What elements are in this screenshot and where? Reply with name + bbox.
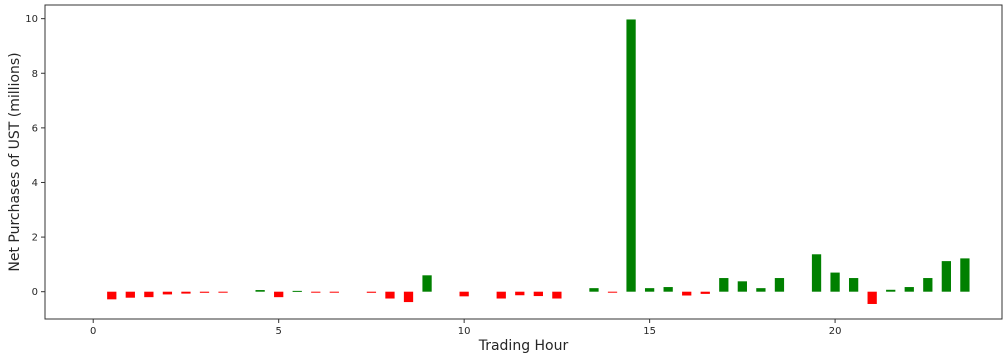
- bar-hour-7.5: [366, 291, 377, 293]
- bar-hour-19.5: [811, 254, 822, 292]
- bar-hour-22.5: [923, 278, 933, 292]
- y-tick-label: 4: [32, 178, 38, 189]
- bar-hour-6.5: [329, 291, 339, 293]
- bar-hour-16: [682, 291, 692, 296]
- bar-hour-15.5: [663, 287, 673, 292]
- bar-hour-6: [311, 291, 321, 293]
- bar-hour-13.5: [589, 288, 599, 292]
- bar-hour-16.5: [700, 291, 710, 294]
- bar-hour-20: [830, 272, 840, 292]
- bar-hour-5: [274, 291, 284, 298]
- bar-hour-23.5: [960, 258, 970, 292]
- bar-hour-14: [607, 291, 618, 293]
- bar-hour-4.5: [255, 290, 265, 292]
- bar-hour-1: [125, 291, 135, 298]
- bar-hour-12: [533, 291, 543, 297]
- bar-hour-14.5: [626, 19, 636, 292]
- bar-hour-17: [719, 278, 729, 292]
- y-tick-label: 6: [32, 123, 38, 134]
- bar-hour-9: [422, 275, 432, 292]
- y-axis-ticks: 0 2 4 6 8 10: [25, 14, 45, 298]
- bar-hour-23: [941, 261, 951, 292]
- y-tick-label: 0: [32, 287, 38, 298]
- bar-hour-2: [162, 291, 173, 295]
- bar-hour-8: [385, 291, 395, 299]
- x-tick-label: 20: [829, 326, 842, 337]
- x-axis-ticks: 0 5 10 15 20: [90, 319, 841, 337]
- plot-frame: [44, 4, 1003, 320]
- y-axis-title: Net Purchases of UST (millions): [7, 52, 23, 271]
- x-tick-label: 10: [458, 326, 471, 337]
- bar-hour-1.5: [144, 291, 154, 298]
- bar-hour-11: [496, 291, 506, 299]
- y-tick-label: 8: [32, 69, 38, 80]
- bar-hour-12.5: [552, 291, 562, 299]
- bar-hour-11.5: [515, 291, 525, 296]
- bars-group: [107, 19, 970, 304]
- bar-hour-3.5: [218, 291, 228, 293]
- bar-hour-21.5: [886, 289, 896, 292]
- bar-hour-22: [904, 287, 914, 292]
- bar-hour-21: [867, 291, 877, 304]
- x-axis-title: Trading Hour: [478, 338, 569, 354]
- x-tick-label: 0: [90, 326, 96, 337]
- bar-hour-3: [199, 291, 210, 293]
- x-tick-label: 5: [275, 326, 281, 337]
- x-tick-label: 15: [643, 326, 656, 337]
- bar-hour-0.5: [107, 291, 117, 300]
- y-tick-label: 2: [32, 233, 38, 244]
- bar-hour-5.5: [292, 290, 302, 292]
- bar-hour-20.5: [848, 278, 859, 292]
- bar-hour-17.5: [737, 281, 747, 292]
- bar-hour-15: [644, 288, 655, 292]
- bar-hour-18: [756, 288, 766, 292]
- bar-hour-18.5: [774, 278, 785, 292]
- bar-hour-10: [459, 291, 469, 297]
- bar-hour-8.5: [403, 291, 414, 303]
- y-tick-label: 10: [25, 14, 38, 25]
- bar-hour-2.5: [181, 291, 191, 294]
